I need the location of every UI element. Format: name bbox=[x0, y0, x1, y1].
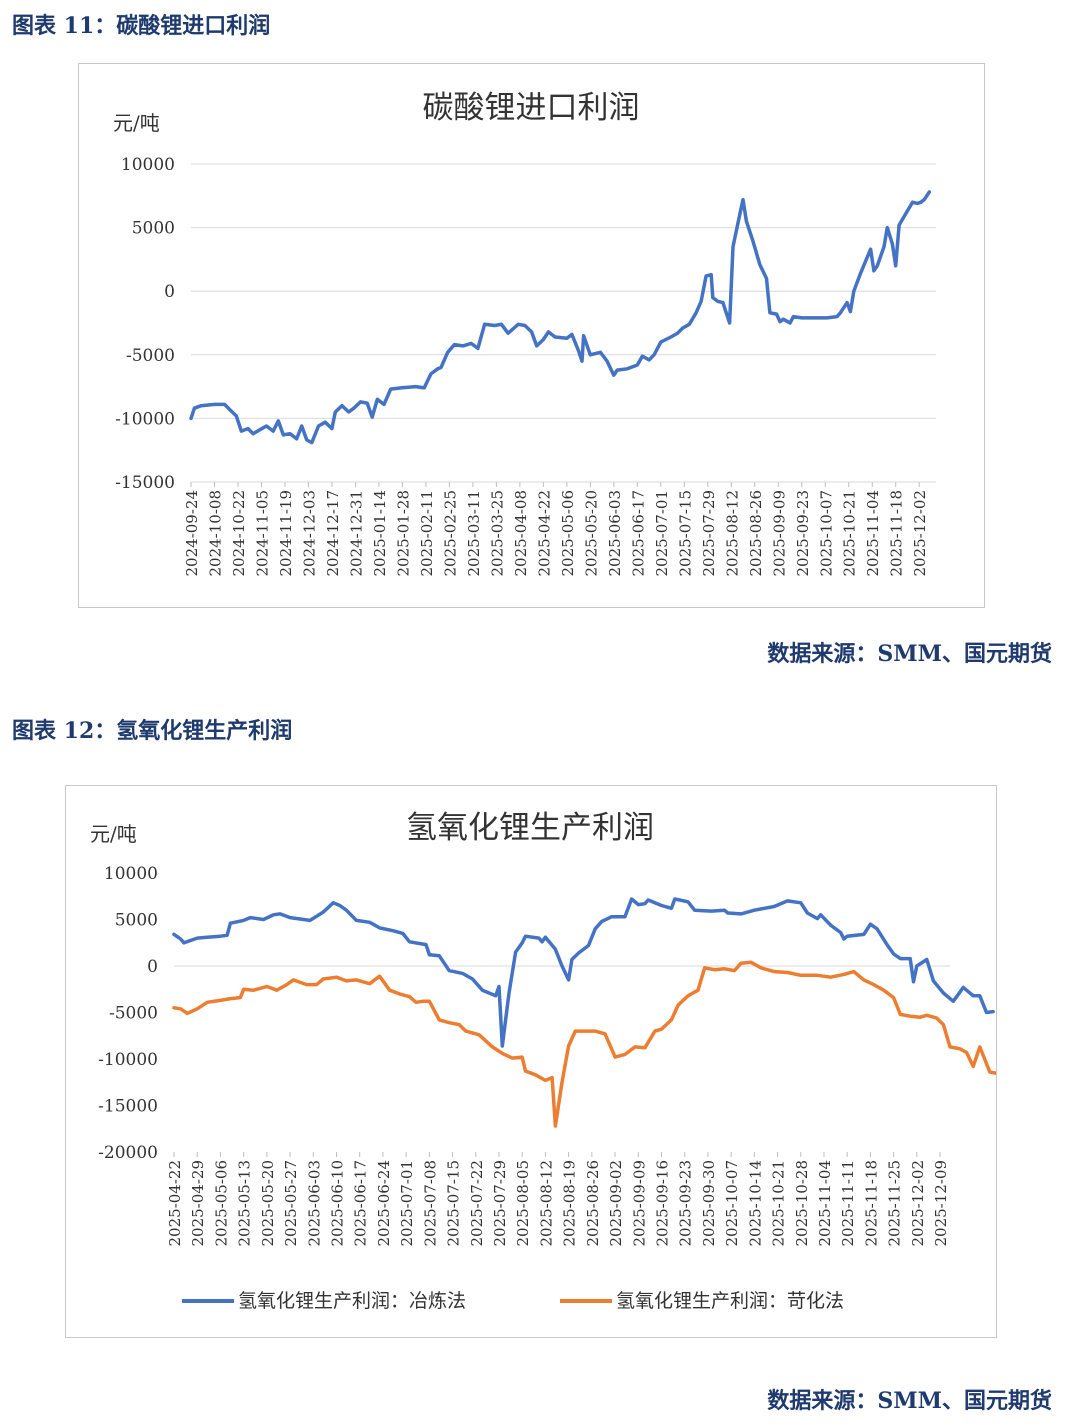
x-tick-label: 2025-09-02 bbox=[607, 1160, 625, 1246]
chart-title: 碳酸锂进口利润 bbox=[423, 90, 640, 126]
x-tick-label: 2025-05-20 bbox=[582, 490, 600, 576]
x-tick-label: 2025-07-15 bbox=[445, 1160, 463, 1246]
chart-title: 氢氧化锂生产利润 bbox=[406, 810, 654, 846]
x-tick-label: 2025-05-13 bbox=[236, 1160, 254, 1246]
x-tick-label: 2025-04-29 bbox=[189, 1160, 207, 1246]
x-tick-label: 2025-10-14 bbox=[746, 1160, 764, 1246]
y-tick-label: -15000 bbox=[115, 473, 175, 493]
x-tick-label: 2025-05-20 bbox=[259, 1160, 277, 1246]
x-tick-label: 2025-08-26 bbox=[584, 1160, 602, 1246]
x-tick-label: 2025-06-10 bbox=[328, 1160, 346, 1246]
x-tick-label: 2025-11-04 bbox=[816, 1160, 834, 1246]
series-line-2 bbox=[172, 960, 1048, 1128]
x-tick-label: 2025-09-09 bbox=[630, 1160, 648, 1246]
x-tick-label: 2025-07-08 bbox=[421, 1160, 439, 1246]
x-tick-label: 2025-08-12 bbox=[537, 1160, 555, 1246]
chart-1-source: 数据来源：SMM、国元期货 bbox=[767, 641, 1052, 667]
x-tick-label: 2025-02-25 bbox=[441, 490, 459, 576]
y-tick-label: 10000 bbox=[104, 864, 158, 884]
x-tick-label: 2024-11-19 bbox=[277, 490, 295, 576]
figure-11-caption: 图表 11：碳酸锂进口利润 bbox=[12, 13, 271, 39]
y-tick-label: 5000 bbox=[115, 911, 158, 931]
x-tick-label: 2025-03-25 bbox=[488, 490, 506, 576]
legend-label-2: 氢氧化锂生产利润：苛化法 bbox=[616, 1290, 844, 1312]
x-tick-label: 2025-03-11 bbox=[465, 490, 483, 576]
x-tick-label: 2025-07-01 bbox=[398, 1160, 416, 1246]
x-tick-label: 2025-02-11 bbox=[418, 490, 436, 576]
x-tick-label: 2025-05-06 bbox=[212, 1160, 230, 1246]
x-tick-label: 2025-10-07 bbox=[723, 1160, 741, 1246]
figure-12-caption: 图表 12：氢氧化锂生产利润 bbox=[12, 718, 293, 744]
x-tick-label: 2025-08-19 bbox=[561, 1160, 579, 1246]
y-tick-label: 0 bbox=[147, 957, 158, 977]
series-line-1 bbox=[172, 897, 995, 1048]
y-tick-label: 0 bbox=[164, 282, 175, 302]
x-tick-label: 2025-11-18 bbox=[862, 1160, 880, 1246]
y-axis-unit-label: 元/吨 bbox=[90, 822, 137, 846]
x-tick-label: 2025-10-21 bbox=[770, 1160, 788, 1246]
x-tick-label: 2025-12-02 bbox=[909, 1160, 927, 1246]
x-tick-label: 2025-11-04 bbox=[864, 490, 882, 576]
x-tick-label: 2024-09-24 bbox=[183, 490, 201, 576]
y-tick-label: -10000 bbox=[115, 409, 175, 429]
x-tick-label: 2025-09-30 bbox=[700, 1160, 718, 1246]
x-tick-label: 2025-05-27 bbox=[282, 1160, 300, 1246]
x-tick-label: 2025-09-23 bbox=[677, 1160, 695, 1246]
x-tick-label: 2025-07-29 bbox=[700, 490, 718, 576]
x-tick-label: 2025-01-14 bbox=[371, 490, 389, 576]
x-tick-label: 2025-07-22 bbox=[468, 1160, 486, 1246]
y-tick-label: -5000 bbox=[126, 346, 175, 366]
y-tick-label: -15000 bbox=[98, 1097, 158, 1117]
chart-2: 氢氧化锂生产利润 元/吨 10000 5000 0 -5000 -10000 -15000 -2… bbox=[90, 810, 1048, 1312]
x-tick-label: 2025-06-03 bbox=[606, 490, 624, 576]
x-tick-label: 2025-04-08 bbox=[512, 490, 530, 576]
x-tick-label: 2025-09-09 bbox=[770, 490, 788, 576]
x-tick-label: 2025-05-06 bbox=[559, 490, 577, 576]
y-tick-label: 5000 bbox=[132, 219, 175, 239]
y-tick-label: -5000 bbox=[109, 1004, 158, 1024]
x-tick-label: 2024-11-05 bbox=[253, 490, 271, 576]
x-tick-label: 2025-10-21 bbox=[841, 490, 859, 576]
chart-2-source: 数据来源：SMM、国元期货 bbox=[767, 1388, 1052, 1414]
x-tick-label: 2025-06-17 bbox=[352, 1160, 370, 1246]
x-tick-label: 2025-12-09 bbox=[932, 1160, 950, 1246]
x-tick-label: 2025-08-05 bbox=[514, 1160, 532, 1246]
x-tick-label: 2025-09-23 bbox=[794, 490, 812, 576]
x-tick-label: 2025-07-15 bbox=[676, 490, 694, 576]
x-tick-label: 2025-09-16 bbox=[653, 1160, 671, 1246]
x-tick-label: 2024-12-03 bbox=[300, 490, 318, 576]
x-tick-label: 2025-07-01 bbox=[653, 490, 671, 576]
chart-2-frame: 氢氧化锂生产利润 元/吨 10000 5000 0 -5000 -10000 -15000 -2… bbox=[65, 785, 1048, 1338]
x-tick-label: 2025-06-17 bbox=[629, 490, 647, 576]
x-tick-label: 2025-11-18 bbox=[888, 490, 906, 576]
y-tick-label: -20000 bbox=[98, 1143, 158, 1163]
x-tick-label: 2025-08-12 bbox=[723, 490, 741, 576]
x-tick-label: 2025-11-25 bbox=[886, 1160, 904, 1246]
x-tick-label: 2025-12-02 bbox=[911, 490, 929, 576]
x-tick-label: 2025-07-29 bbox=[491, 1160, 509, 1246]
x-tick-label: 2025-04-22 bbox=[166, 1160, 184, 1246]
chart-1-frame: 碳酸锂进口利润元/吨 10000 5000 0 -5000 -10000 -15000 202… bbox=[78, 63, 985, 608]
x-tick-label: 2025-06-03 bbox=[305, 1160, 323, 1246]
x-tick-label: 2025-04-22 bbox=[535, 490, 553, 576]
x-tick-label: 2025-01-28 bbox=[394, 490, 412, 576]
x-tick-label: 2024-10-08 bbox=[206, 490, 224, 576]
x-tick-label: 2025-11-11 bbox=[839, 1160, 857, 1246]
y-axis-unit-label: 元/吨 bbox=[113, 111, 160, 135]
series-line-1 bbox=[189, 190, 932, 445]
x-tick-label: 2025-10-28 bbox=[793, 1160, 811, 1246]
x-tick-label: 2024-12-17 bbox=[324, 490, 342, 576]
x-tick-label: 2025-08-26 bbox=[747, 490, 765, 576]
x-tick-label: 2025-06-24 bbox=[375, 1160, 393, 1246]
y-tick-label: 10000 bbox=[121, 155, 175, 175]
x-tick-label: 2024-10-22 bbox=[230, 490, 248, 576]
x-tick-label: 2024-12-31 bbox=[347, 490, 365, 576]
y-tick-label: -10000 bbox=[98, 1050, 158, 1070]
legend-label-1: 氢氧化锂生产利润：冶炼法 bbox=[238, 1290, 466, 1312]
x-tick-label: 2025-10-07 bbox=[817, 490, 835, 576]
